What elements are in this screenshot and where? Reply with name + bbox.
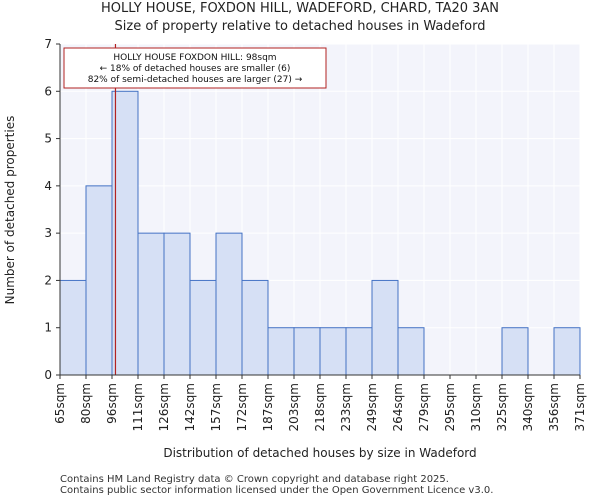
y-tick-label: 1 — [44, 321, 52, 335]
bar — [371, 279, 399, 376]
x-tick-label: 325sqm — [495, 383, 509, 431]
bars — [59, 90, 581, 376]
bar — [189, 279, 217, 376]
bar — [293, 327, 321, 376]
annotation-box: HOLLY HOUSE FOXDON HILL: 98sqm← 18% of d… — [63, 47, 327, 89]
x-tick-label: 295sqm — [443, 383, 457, 431]
x-tick-label: 233sqm — [339, 383, 353, 431]
bar — [137, 232, 165, 376]
y-axis-label: Number of detached properties — [3, 116, 17, 305]
x-tick-label: 111sqm — [131, 383, 145, 431]
x-tick-label: 249sqm — [365, 383, 379, 431]
y-tick-label: 7 — [44, 37, 52, 51]
bar — [215, 232, 243, 376]
x-tick-label: 126sqm — [157, 383, 171, 431]
x-tick-label: 203sqm — [287, 383, 301, 431]
x-tick-label: 310sqm — [469, 383, 483, 431]
x-tick-label: 65sqm — [53, 383, 67, 424]
bar — [553, 327, 581, 376]
y-tick-label: 3 — [44, 226, 52, 240]
footer-copyright: Contains HM Land Registry data © Crown c… — [60, 474, 449, 485]
annotation-line: HOLLY HOUSE FOXDON HILL: 98sqm — [113, 53, 276, 63]
x-tick-label: 172sqm — [235, 383, 249, 431]
annotation-line: ← 18% of detached houses are smaller (6) — [100, 64, 291, 74]
chart-title: HOLLY HOUSE, FOXDON HILL, WADEFORD, CHAR… — [100, 1, 500, 16]
y-tick-label: 0 — [44, 368, 52, 382]
chart-subtitle: Size of property relative to detached ho… — [114, 19, 486, 34]
x-tick-label: 264sqm — [391, 383, 405, 431]
x-axis-label: Distribution of detached houses by size … — [163, 446, 476, 460]
bar — [85, 185, 113, 376]
x-tick-label: 157sqm — [209, 383, 223, 431]
bar — [163, 232, 191, 376]
bar — [319, 327, 347, 376]
y-tick-label: 6 — [44, 84, 52, 98]
y-tick-label: 2 — [44, 273, 52, 287]
bar — [397, 327, 425, 376]
x-tick-label: 187sqm — [261, 383, 275, 431]
x-tick-label: 142sqm — [183, 383, 197, 431]
x-tick-label: 371sqm — [573, 383, 587, 431]
bar — [267, 327, 295, 376]
y-tick-label: 5 — [44, 132, 52, 146]
y-tick-label: 4 — [44, 179, 52, 193]
bar — [501, 327, 529, 376]
x-tick-label: 356sqm — [547, 383, 561, 431]
bar — [345, 327, 373, 376]
x-tick-label: 279sqm — [417, 383, 431, 431]
x-tick-label: 96sqm — [105, 383, 119, 424]
bar — [241, 279, 269, 376]
x-tick-label: 218sqm — [313, 383, 327, 431]
footer-licence: Contains public sector information licen… — [60, 485, 494, 496]
annotation-frame — [63, 47, 327, 89]
x-tick-label: 340sqm — [521, 383, 535, 431]
axes: 0 1 2 3 4 5 6 7 65sqm 80sqm 96sqm 111sqm 126sqm 142sq… — [44, 37, 587, 431]
annotation-line: 82% of semi-detached houses are larger (… — [88, 75, 303, 85]
bar — [59, 279, 87, 376]
x-tick-label: 80sqm — [79, 383, 93, 424]
